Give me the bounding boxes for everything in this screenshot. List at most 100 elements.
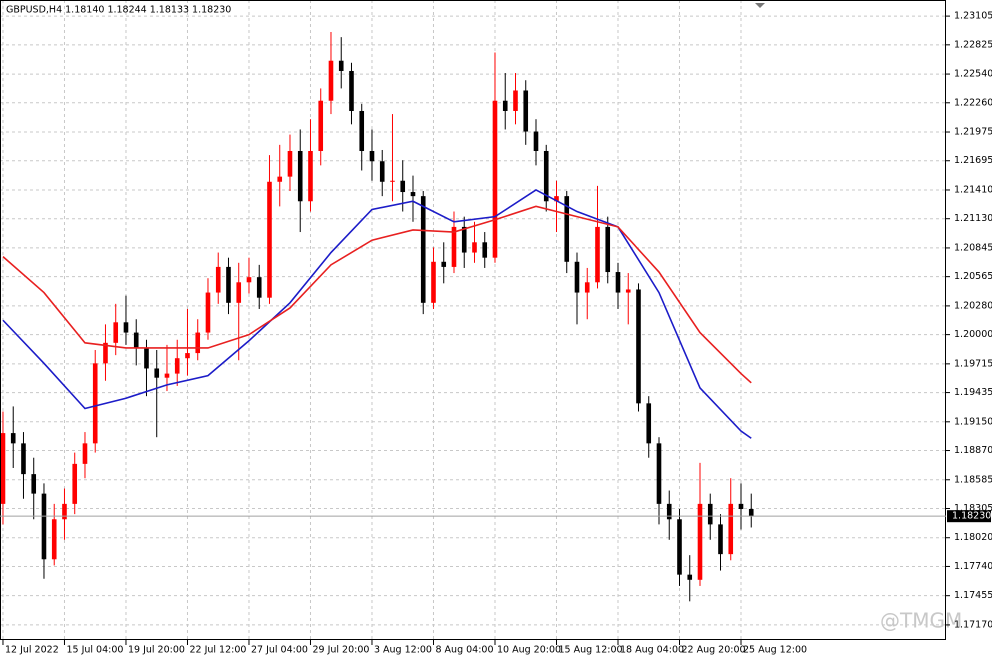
y-tick-label: 1.20845 xyxy=(954,242,992,253)
candle-body xyxy=(400,180,406,193)
candle-body xyxy=(482,242,488,258)
y-tick-label: 1.18585 xyxy=(954,474,992,485)
candle-body xyxy=(472,242,477,253)
candle-body xyxy=(51,519,57,560)
candle-body xyxy=(82,443,88,464)
candle-body xyxy=(164,373,170,378)
candle-body xyxy=(277,176,283,182)
candle-body xyxy=(677,519,682,575)
candle-body xyxy=(297,150,303,202)
scroll-marker xyxy=(755,3,765,8)
y-tick-label: 1.21130 xyxy=(954,213,992,224)
candle-body xyxy=(502,100,508,111)
y-tick-label: 1.21695 xyxy=(954,155,992,166)
y-tick-label: 1.18020 xyxy=(954,532,992,543)
candle-body xyxy=(0,433,6,504)
candle-body xyxy=(379,161,385,182)
candle-body xyxy=(707,503,713,525)
x-tick-label: 3 Aug 12:00 xyxy=(374,645,432,656)
x-tick-label: 25 Aug 12:00 xyxy=(743,645,807,656)
y-tick-label: 1.23105 xyxy=(954,11,992,22)
watermark: @TMGM xyxy=(880,609,962,633)
candle-body xyxy=(338,60,344,71)
moving-average xyxy=(2,205,752,384)
candle-body xyxy=(92,363,98,444)
candle-body xyxy=(328,60,334,101)
candle-body xyxy=(543,150,549,202)
candle-body xyxy=(687,574,693,580)
x-tick-label: 19 Jul 20:00 xyxy=(128,645,185,656)
last-price-label: 1.18230 xyxy=(952,511,991,522)
y-tick-label: 1.17170 xyxy=(954,619,992,630)
candle-body xyxy=(431,261,436,303)
candle-body xyxy=(21,443,26,475)
y-tick-label: 1.20000 xyxy=(954,329,992,340)
candle-body xyxy=(666,503,672,520)
candle-body xyxy=(554,196,559,202)
y-tick-label: 1.19150 xyxy=(954,416,992,427)
candle-body xyxy=(584,282,590,293)
x-tick-label: 22 Aug 20:00 xyxy=(681,645,745,656)
candle-body xyxy=(390,180,395,182)
candle-body xyxy=(738,503,744,510)
grid xyxy=(0,0,946,640)
y-tick-label: 1.17455 xyxy=(954,590,992,601)
candle-body xyxy=(369,150,375,162)
candle-body xyxy=(728,503,734,555)
x-tick-label: 29 Jul 20:00 xyxy=(312,645,369,656)
candle-body xyxy=(62,503,67,520)
candle-body xyxy=(154,368,160,378)
candle-body xyxy=(718,524,723,555)
marks xyxy=(0,32,754,602)
y-tick-label: 1.22825 xyxy=(954,39,992,50)
y-tick-label: 1.22260 xyxy=(954,97,992,108)
candle-body xyxy=(246,277,252,283)
x-tick-label: 15 Jul 04:00 xyxy=(66,645,123,656)
candle-body xyxy=(205,292,211,333)
candle-body xyxy=(10,433,16,444)
candle-body xyxy=(144,347,149,369)
candle-body xyxy=(625,289,631,293)
candle-body xyxy=(287,150,293,177)
y-tick-label: 1.17740 xyxy=(954,561,992,572)
x-tick-label: 15 Aug 12:00 xyxy=(558,645,622,656)
candle-body xyxy=(31,474,37,494)
candle-body xyxy=(492,100,498,258)
y-tick-label: 1.20565 xyxy=(954,271,992,282)
candle-body xyxy=(420,196,426,303)
candle-body xyxy=(318,100,324,151)
candle-body xyxy=(349,70,354,111)
last-price-box xyxy=(947,510,991,523)
candle-body xyxy=(533,131,539,151)
candle-body xyxy=(256,277,262,298)
y-tick-label: 1.18870 xyxy=(954,445,992,456)
header: GBPUSD,H4 1.18140 1.18244 1.18133 1.1823… xyxy=(6,5,231,16)
candle-body xyxy=(605,226,611,273)
y-tick-label: 1.20280 xyxy=(954,300,992,311)
candle-body xyxy=(615,272,621,293)
candle-body xyxy=(72,463,78,504)
candle-body xyxy=(697,503,703,580)
candle-body xyxy=(113,322,119,343)
candle-body xyxy=(574,261,580,293)
plot-frame xyxy=(0,0,946,640)
x-tick-label: 12 Jul 2022 xyxy=(5,645,59,656)
moving-average xyxy=(2,189,752,439)
candle-body xyxy=(308,150,313,202)
candle-body xyxy=(267,181,272,298)
candle-body xyxy=(595,226,600,283)
candle-body xyxy=(451,226,457,267)
candle-body xyxy=(226,266,231,303)
y-tick-label: 1.22540 xyxy=(954,69,992,80)
candle-body xyxy=(523,90,529,132)
candle-body xyxy=(174,358,180,374)
candle-body xyxy=(185,353,190,359)
candle-body xyxy=(195,332,201,354)
x-tick-label: 18 Aug 04:00 xyxy=(620,645,684,656)
candle-body xyxy=(41,493,47,560)
x-tick-label: 22 Jul 12:00 xyxy=(189,645,246,656)
candle-body xyxy=(133,332,139,348)
candle-body xyxy=(359,110,365,151)
y-tick-label: 1.21975 xyxy=(954,127,992,138)
